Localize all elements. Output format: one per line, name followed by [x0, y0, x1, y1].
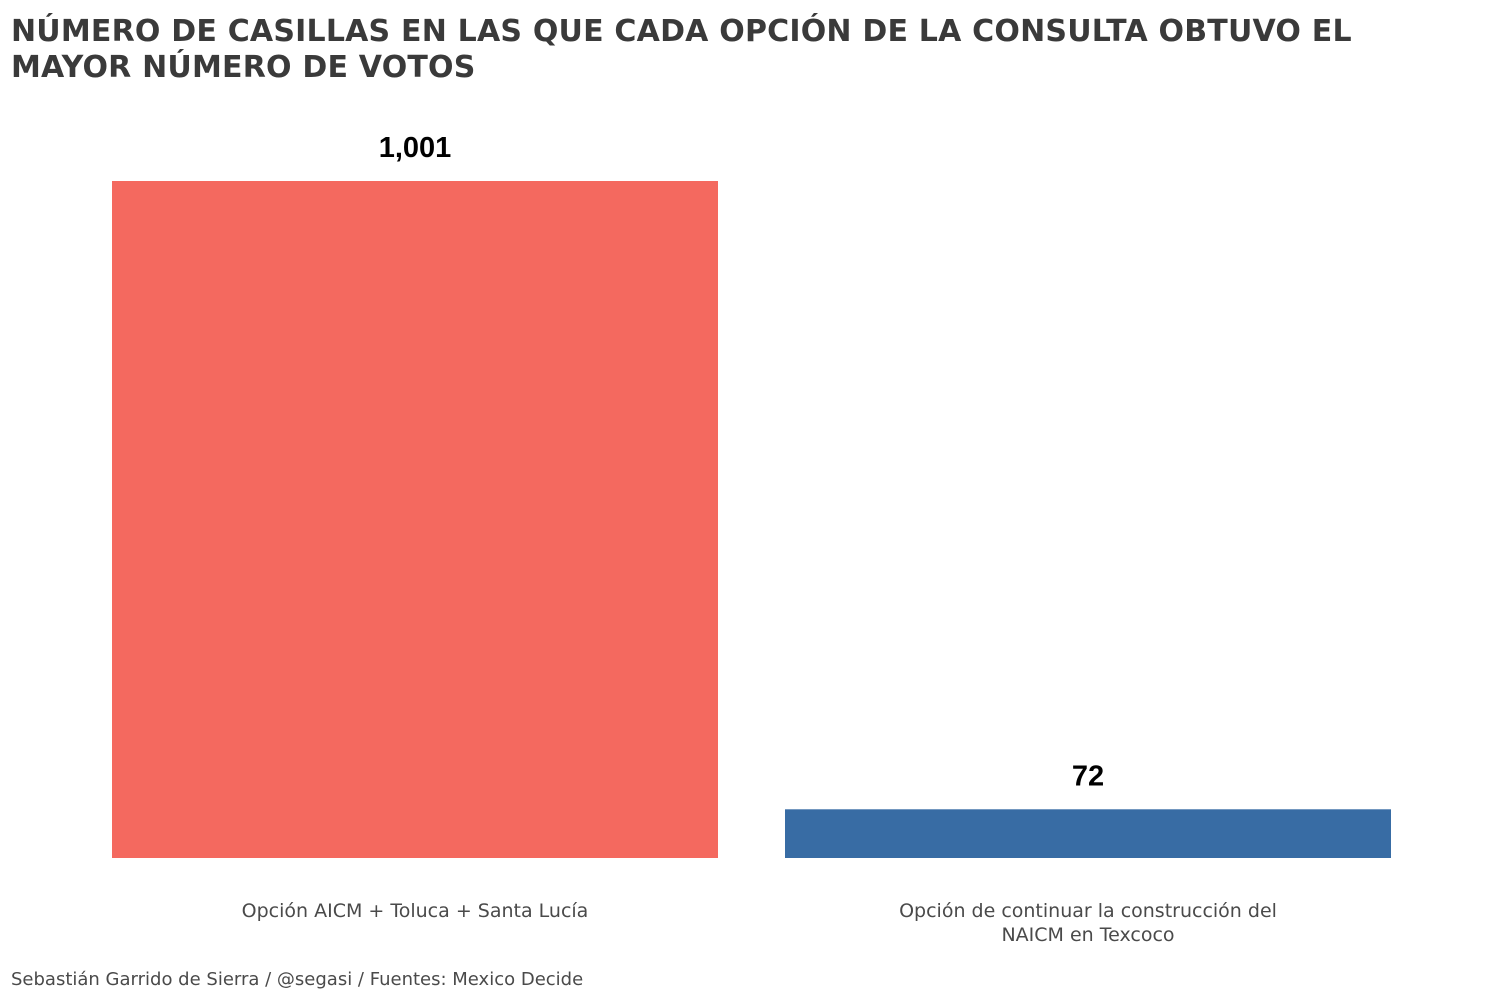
chart-title-line-2: MAYOR NÚMERO DE VOTOS: [11, 50, 476, 85]
category-label-2-line-2: NAICM en Texcoco: [1001, 924, 1174, 946]
category-label-1: Opción AICM + Toluca + Santa Lucía: [242, 900, 589, 922]
chart-title: NÚMERO DE CASILLAS EN LAS QUE CADA OPCIÓ…: [11, 14, 1411, 86]
bars-layer: [112, 181, 1391, 858]
category-label-1-line-1: Opción AICM + Toluca + Santa Lucía: [242, 900, 589, 922]
chart-title-line-1: NÚMERO DE CASILLAS EN LAS QUE CADA OPCIÓ…: [11, 14, 1352, 49]
value-labels-layer: 1,001 72: [379, 132, 1104, 792]
source-caption: Sebastián Garrido de Sierra / @segasi / …: [11, 969, 584, 990]
category-label-2-line-1: Opción de continuar la construcción del: [899, 900, 1277, 922]
category-label-2: Opción de continuar la construcción del N…: [899, 900, 1277, 946]
category-labels-layer: Opción AICM + Toluca + Santa Lucía Opción…: [242, 900, 1277, 946]
bar-value-label-2: 72: [1072, 760, 1104, 792]
bar-1: [112, 181, 718, 858]
bar-2: [785, 809, 1391, 858]
bar-value-label-1: 1,001: [379, 132, 452, 164]
